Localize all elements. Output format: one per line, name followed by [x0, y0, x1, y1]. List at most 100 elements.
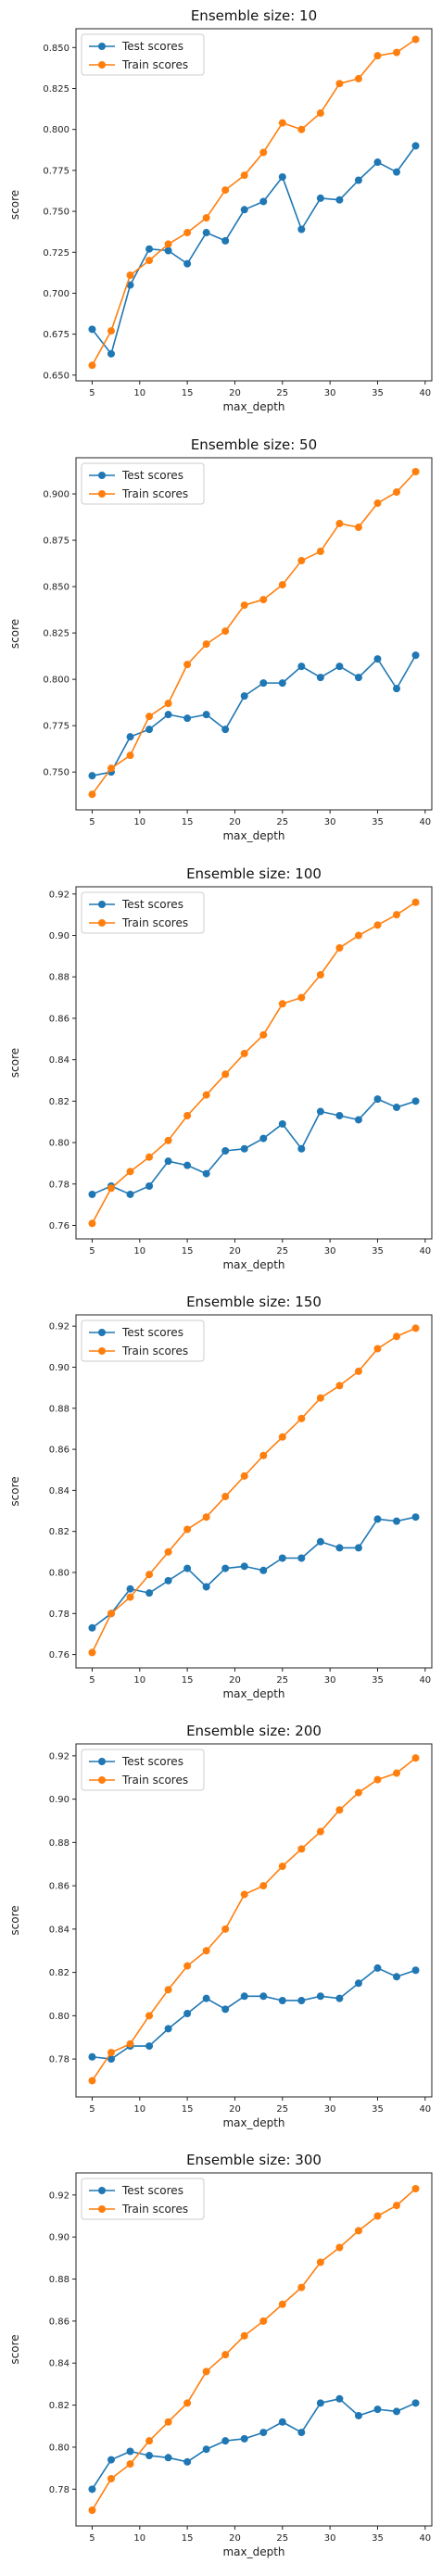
train-scores-point	[297, 1845, 306, 1853]
x-tick-label: 35	[372, 1246, 384, 1256]
train-scores-point	[393, 48, 401, 57]
test-scores-point	[88, 2485, 96, 2494]
train-scores-point	[393, 911, 401, 919]
train-scores-point	[335, 1382, 344, 1390]
train-scores-point	[373, 2212, 382, 2220]
y-tick-label: 0.82	[49, 1968, 69, 1978]
y-tick-label: 0.92	[49, 2191, 69, 2201]
y-tick-label: 0.84	[49, 1925, 69, 1935]
x-tick-label: 10	[133, 817, 145, 827]
train-legend-label: Train scores	[121, 1774, 188, 1787]
x-tick-label: 30	[324, 817, 336, 827]
train-scores-point	[316, 2258, 324, 2267]
y-tick-label: 0.88	[49, 1404, 69, 1414]
train-scores-point	[183, 2399, 192, 2407]
train-scores-point	[126, 2460, 134, 2469]
chart-panel: Ensemble size: 100 5 10 15 20 25 30 35 40 0.76 0.7…	[8, 865, 433, 1271]
test-scores-point	[88, 325, 96, 334]
legend: Test scores Train scores	[81, 891, 205, 934]
train-scores-point	[183, 1112, 192, 1119]
train-scores-point	[164, 1986, 172, 1994]
y-axis-label: score	[8, 1048, 21, 1078]
train-scores-point	[354, 931, 362, 940]
test-scores-point	[183, 2457, 192, 2466]
train-scores-point	[316, 109, 324, 118]
train-scores-point	[278, 1863, 286, 1871]
train-scores-point	[354, 1367, 362, 1375]
train-scores-point	[240, 1890, 248, 1899]
y-tick-label: 0.78	[49, 2485, 69, 2495]
chart-panel: Ensemble size: 150 5 10 15 20 25 30 35 40 0.76 0.7…	[8, 1294, 433, 1700]
train-scores-point	[373, 1345, 382, 1353]
x-tick-label: 15	[182, 2533, 194, 2544]
test-scores-point	[354, 674, 362, 682]
y-axis-label: score	[8, 2334, 21, 2364]
test-scores-point	[335, 1544, 344, 1552]
train-scores-point	[183, 1962, 192, 1970]
train-scores-point	[202, 1947, 210, 1955]
legend: Test scores Train scores	[81, 462, 205, 505]
test-scores-point	[126, 281, 134, 289]
test-scores-point	[354, 1544, 362, 1552]
test-scores-point	[240, 206, 248, 214]
test-legend-marker	[98, 43, 106, 50]
y-tick-label: 0.86	[49, 1014, 69, 1024]
x-tick-label: 30	[324, 2533, 336, 2544]
test-scores-point	[126, 733, 134, 741]
train-scores-point	[202, 2368, 210, 2376]
train-legend-marker	[98, 1776, 106, 1784]
train-scores-line	[91, 1757, 417, 2081]
test-scores-point	[221, 726, 230, 734]
x-tick-label: 15	[182, 2104, 194, 2115]
x-tick-label: 15	[182, 1675, 194, 1686]
chart-title: Ensemble size: 300	[186, 2152, 322, 2168]
test-scores-point	[316, 194, 324, 202]
train-scores-point	[259, 1030, 268, 1039]
y-axis-label: score	[8, 1905, 21, 1935]
y-tick-label: 0.825	[43, 84, 69, 95]
x-tick-label: 20	[229, 388, 241, 398]
train-scores-point	[202, 640, 210, 649]
test-scores-point	[221, 2005, 230, 2014]
y-tick-label: 0.850	[43, 44, 69, 54]
chart-panel: Ensemble size: 50 5 10 15 20 25 30 35 40 0.750 0.7…	[8, 436, 433, 842]
test-scores-point	[259, 1134, 268, 1143]
y-tick-label: 0.90	[49, 2233, 69, 2243]
test-legend-marker	[98, 1758, 106, 1765]
test-scores-point	[164, 1576, 172, 1585]
y-axis-label: score	[8, 190, 21, 220]
test-scores-point	[411, 651, 420, 660]
y-tick-label: 0.750	[43, 208, 69, 218]
test-scores-point	[259, 1566, 268, 1574]
chart-title: Ensemble size: 200	[186, 1723, 322, 1739]
test-scores-point	[316, 1107, 324, 1116]
train-legend-label: Train scores	[121, 487, 188, 500]
train-scores-point	[411, 1754, 420, 1762]
train-scores-line	[91, 38, 417, 366]
x-tick-label: 40	[419, 388, 431, 398]
train-scores-point	[297, 1414, 306, 1422]
x-tick-label: 35	[372, 2104, 384, 2115]
train-scores-point	[354, 74, 362, 82]
x-tick-label: 30	[324, 388, 336, 398]
y-tick-label: 0.82	[49, 1527, 69, 1537]
train-scores-point	[335, 2243, 344, 2252]
test-scores-point	[297, 1554, 306, 1562]
train-scores-point	[335, 520, 344, 528]
y-tick-label: 0.82	[49, 2401, 69, 2411]
y-tick-label: 0.86	[49, 2317, 69, 2327]
x-tick-label: 5	[89, 817, 95, 827]
train-scores-point	[221, 1493, 230, 1501]
x-tick-label: 40	[419, 1246, 431, 1256]
train-scores-point	[202, 1091, 210, 1099]
train-scores-point	[240, 2331, 248, 2340]
test-scores-point	[373, 1095, 382, 1104]
train-scores-point	[145, 257, 154, 265]
test-scores-line	[91, 1516, 416, 1629]
y-tick-label: 0.750	[43, 768, 69, 778]
x-tick-label: 40	[419, 1675, 431, 1686]
train-scores-point	[354, 1788, 362, 1797]
chart-title: Ensemble size: 10	[191, 7, 317, 24]
x-axis-label: max_depth	[222, 2116, 284, 2129]
test-scores-point	[373, 1964, 382, 1972]
